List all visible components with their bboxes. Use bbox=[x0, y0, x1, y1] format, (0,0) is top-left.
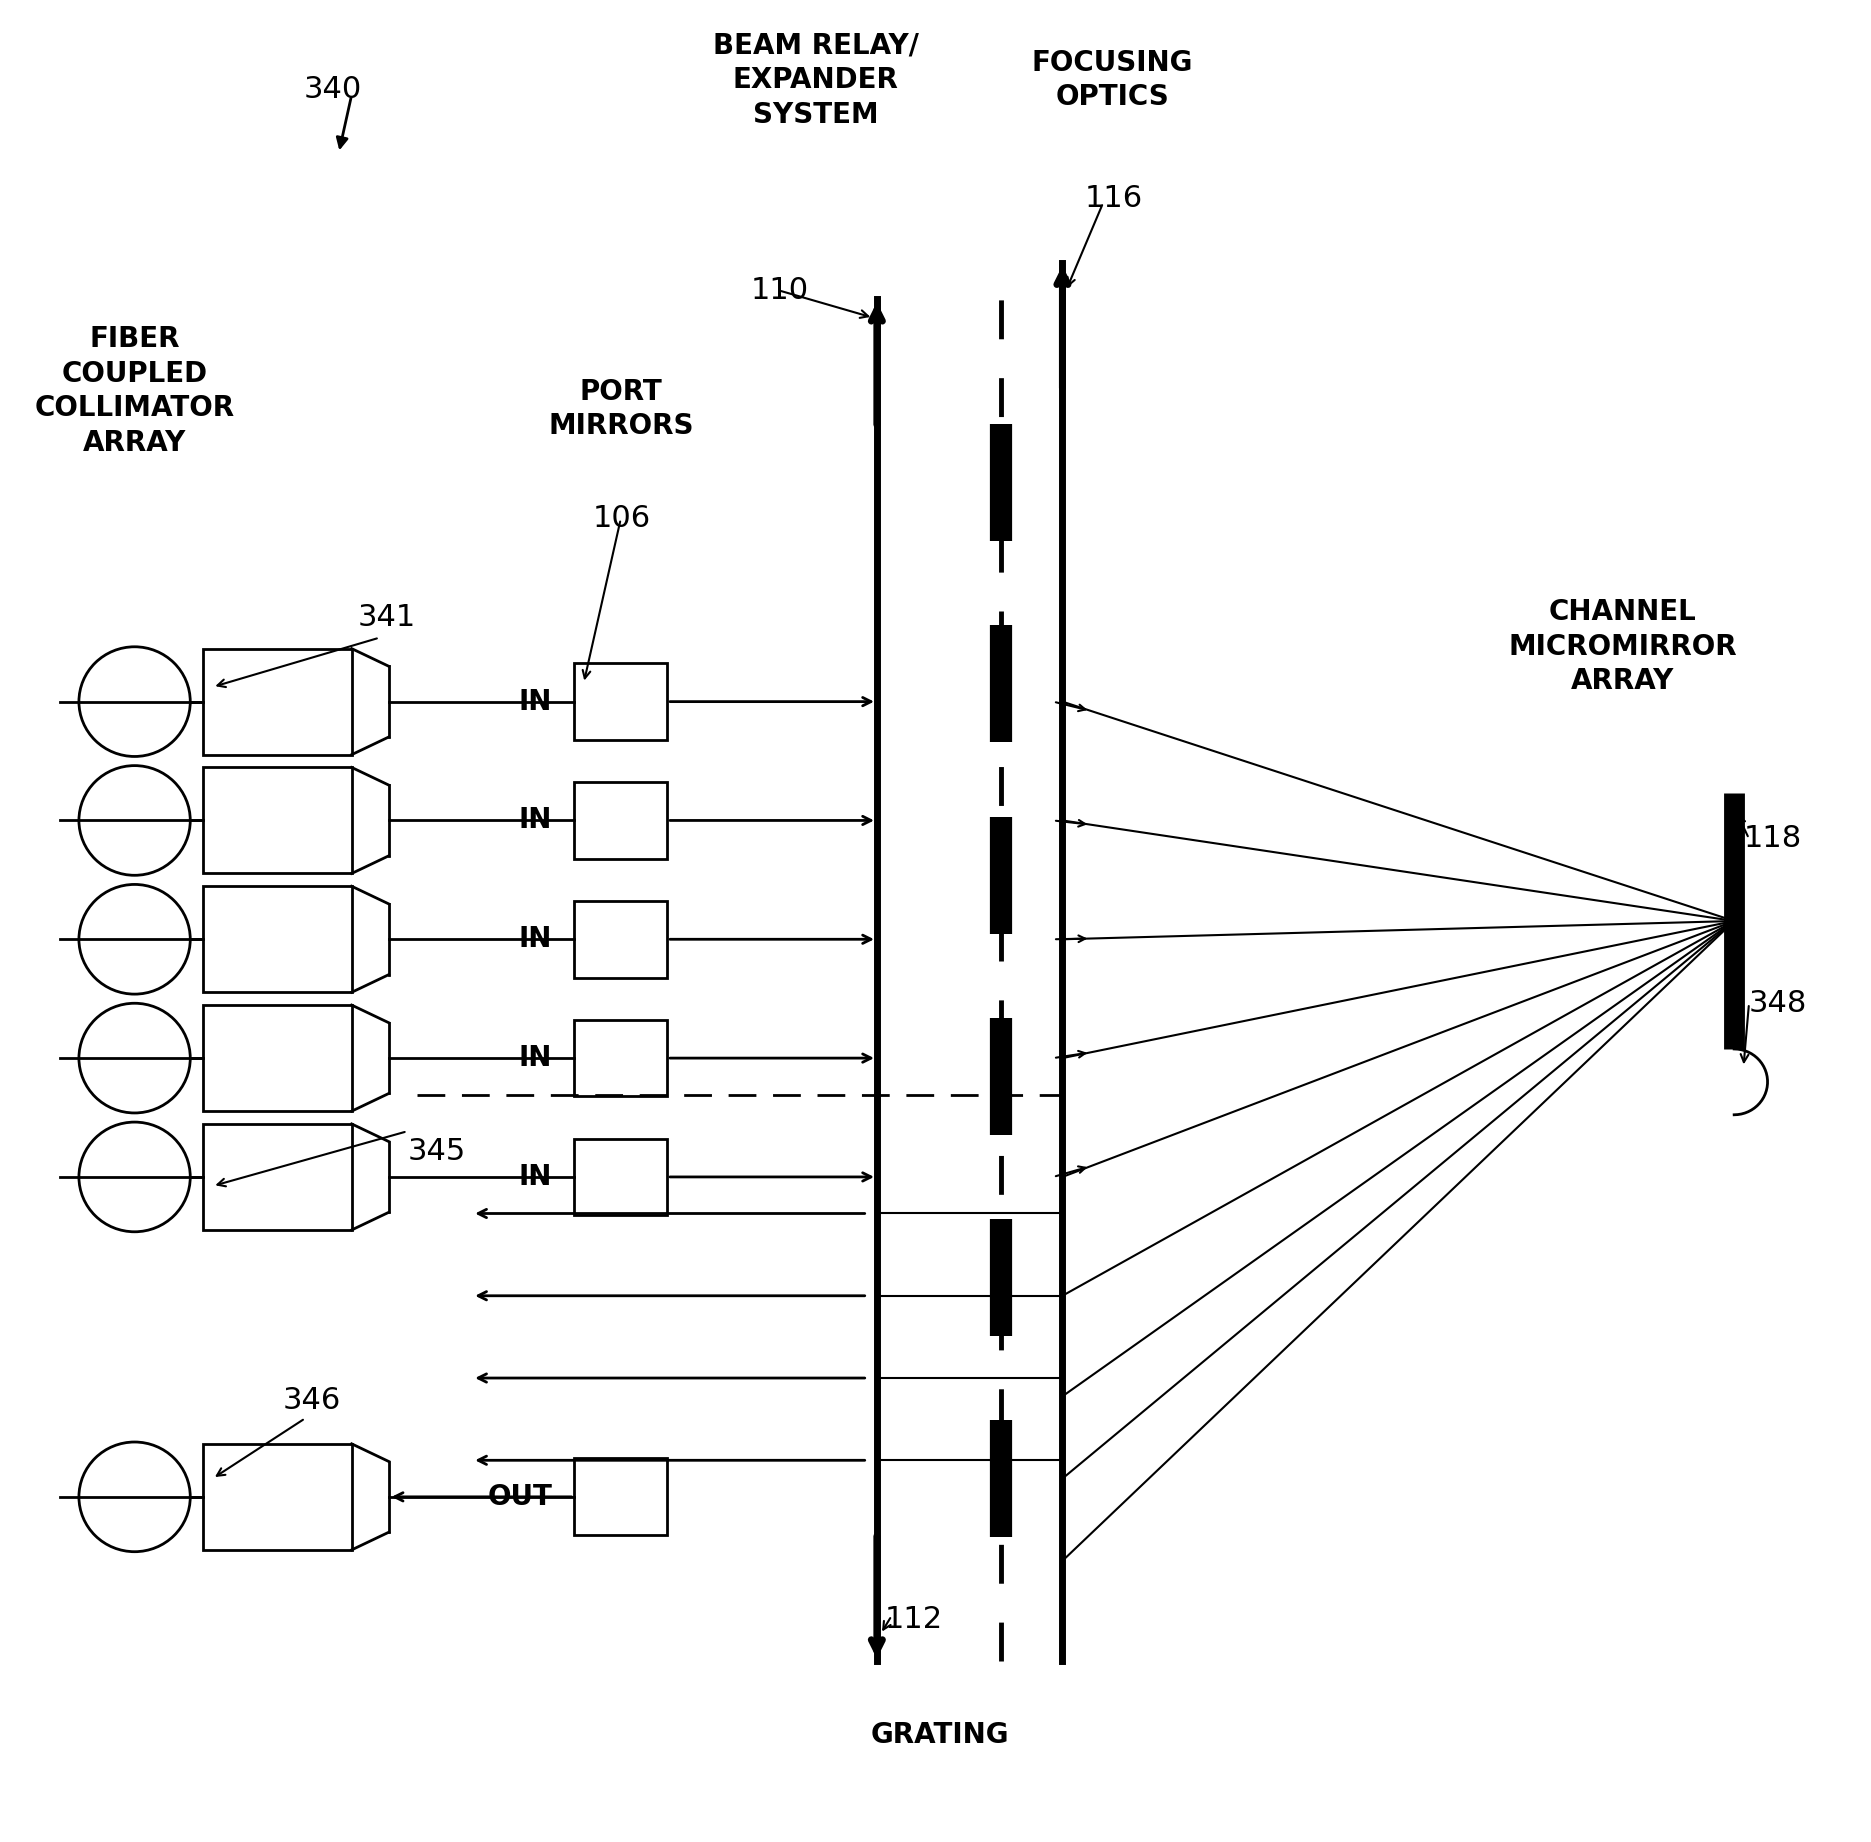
Text: BEAM RELAY/
EXPANDER
SYSTEM: BEAM RELAY/ EXPANDER SYSTEM bbox=[713, 31, 919, 129]
Text: GRATING: GRATING bbox=[870, 1720, 1008, 1748]
Text: 341: 341 bbox=[357, 602, 415, 632]
Text: IN: IN bbox=[518, 925, 552, 954]
Bar bbox=[204, 1124, 352, 1230]
Text: FOCUSING
OPTICS: FOCUSING OPTICS bbox=[1031, 48, 1194, 111]
Bar bbox=[204, 1444, 352, 1549]
Text: 348: 348 bbox=[1749, 989, 1807, 1019]
Bar bbox=[574, 1020, 668, 1096]
Text: IN: IN bbox=[518, 687, 552, 717]
Text: IN: IN bbox=[518, 807, 552, 834]
Text: 112: 112 bbox=[885, 1604, 943, 1634]
Text: CHANNEL
MICROMIRROR
ARRAY: CHANNEL MICROMIRROR ARRAY bbox=[1508, 599, 1736, 696]
Text: 106: 106 bbox=[593, 505, 651, 534]
Bar bbox=[204, 886, 352, 993]
Text: 118: 118 bbox=[1744, 823, 1802, 853]
Bar bbox=[204, 648, 352, 755]
Bar bbox=[204, 768, 352, 873]
Text: 110: 110 bbox=[750, 276, 808, 304]
Text: 340: 340 bbox=[303, 76, 363, 103]
Text: 116: 116 bbox=[1085, 184, 1143, 214]
Text: IN: IN bbox=[518, 1162, 552, 1192]
Bar bbox=[574, 1138, 668, 1216]
Text: PORT
MIRRORS: PORT MIRRORS bbox=[548, 378, 694, 440]
Text: FIBER
COUPLED
COLLIMATOR
ARRAY: FIBER COUPLED COLLIMATOR ARRAY bbox=[34, 324, 234, 457]
Bar bbox=[204, 1006, 352, 1111]
Text: 346: 346 bbox=[283, 1385, 341, 1415]
Bar bbox=[574, 1459, 668, 1534]
Text: 345: 345 bbox=[408, 1137, 466, 1166]
Bar bbox=[574, 783, 668, 858]
Text: IN: IN bbox=[518, 1044, 552, 1072]
Bar bbox=[574, 663, 668, 740]
Text: OUT: OUT bbox=[486, 1483, 552, 1510]
Bar bbox=[574, 901, 668, 978]
